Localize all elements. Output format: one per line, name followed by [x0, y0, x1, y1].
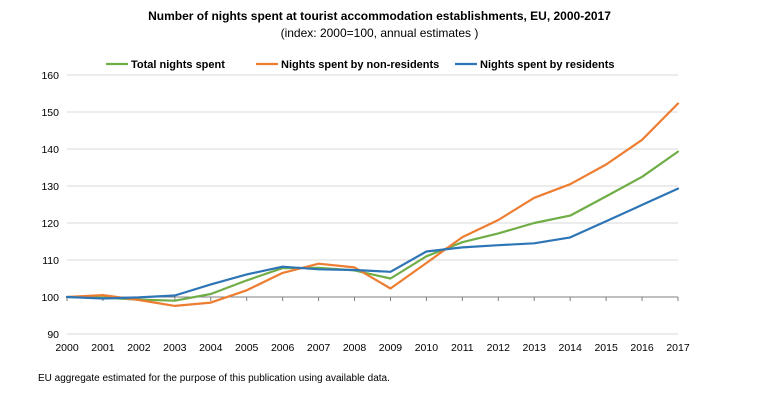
y-axis-ticks: 90 100 110 120 130 140 150 160 [41, 70, 59, 341]
y-tick-label: 140 [41, 144, 59, 156]
y-tick-label: 150 [41, 107, 59, 119]
x-tick-label: 2008 [343, 342, 367, 354]
x-tick-label: 2007 [307, 342, 331, 354]
x-tick-label: 2015 [594, 342, 618, 354]
chart-series [65, 102, 680, 307]
x-tick-label: 2016 [630, 342, 654, 354]
y-tick-label: 160 [41, 70, 59, 82]
chart-axes [66, 296, 679, 301]
y-tick-label: 120 [41, 218, 59, 230]
series-line-3 [65, 187, 680, 300]
y-tick-label: 90 [47, 329, 59, 341]
x-tick-label: 2010 [415, 342, 439, 354]
x-tick-label: 2004 [199, 342, 223, 354]
x-tick-label: 2002 [127, 342, 151, 354]
series-line-2 [65, 102, 680, 307]
legend-label: Nights spent by residents [480, 59, 614, 71]
x-tick-label: 2003 [163, 342, 187, 354]
chart-title: Number of nights spent at tourist accomm… [148, 9, 611, 23]
x-tick-label: 2013 [523, 342, 547, 354]
y-tick-label: 100 [41, 292, 59, 304]
x-axis-ticks: 2000 2001 2002 2003 2004 2005 2006 2007 2008 2009… [55, 342, 690, 354]
x-tick-label: 2006 [271, 342, 295, 354]
x-tick-label: 2005 [235, 342, 259, 354]
legend-label: Total nights spent [131, 59, 225, 71]
chart-subtitle: (index: 2000=100, annual estimates ) [280, 26, 479, 40]
y-tick-label: 130 [41, 181, 59, 193]
chart-gridlines [67, 74, 678, 335]
chart-footnote: EU aggregate estimated for the purpose o… [38, 373, 390, 384]
y-tick-label: 110 [42, 255, 59, 267]
x-tick-label: 2014 [558, 342, 582, 354]
x-tick-label: 2011 [451, 342, 474, 354]
x-tick-label: 2012 [487, 342, 511, 354]
x-tick-label: 2009 [379, 342, 403, 354]
x-tick-label: 2001 [91, 342, 115, 354]
legend-label: Nights spent by non-residents [281, 59, 439, 71]
x-tick-label: 2017 [666, 342, 690, 354]
series-line-1 [65, 150, 680, 302]
chart-legend: Total nights spent Nights spent by non-re… [106, 59, 614, 71]
x-tick-label: 2000 [55, 342, 79, 354]
